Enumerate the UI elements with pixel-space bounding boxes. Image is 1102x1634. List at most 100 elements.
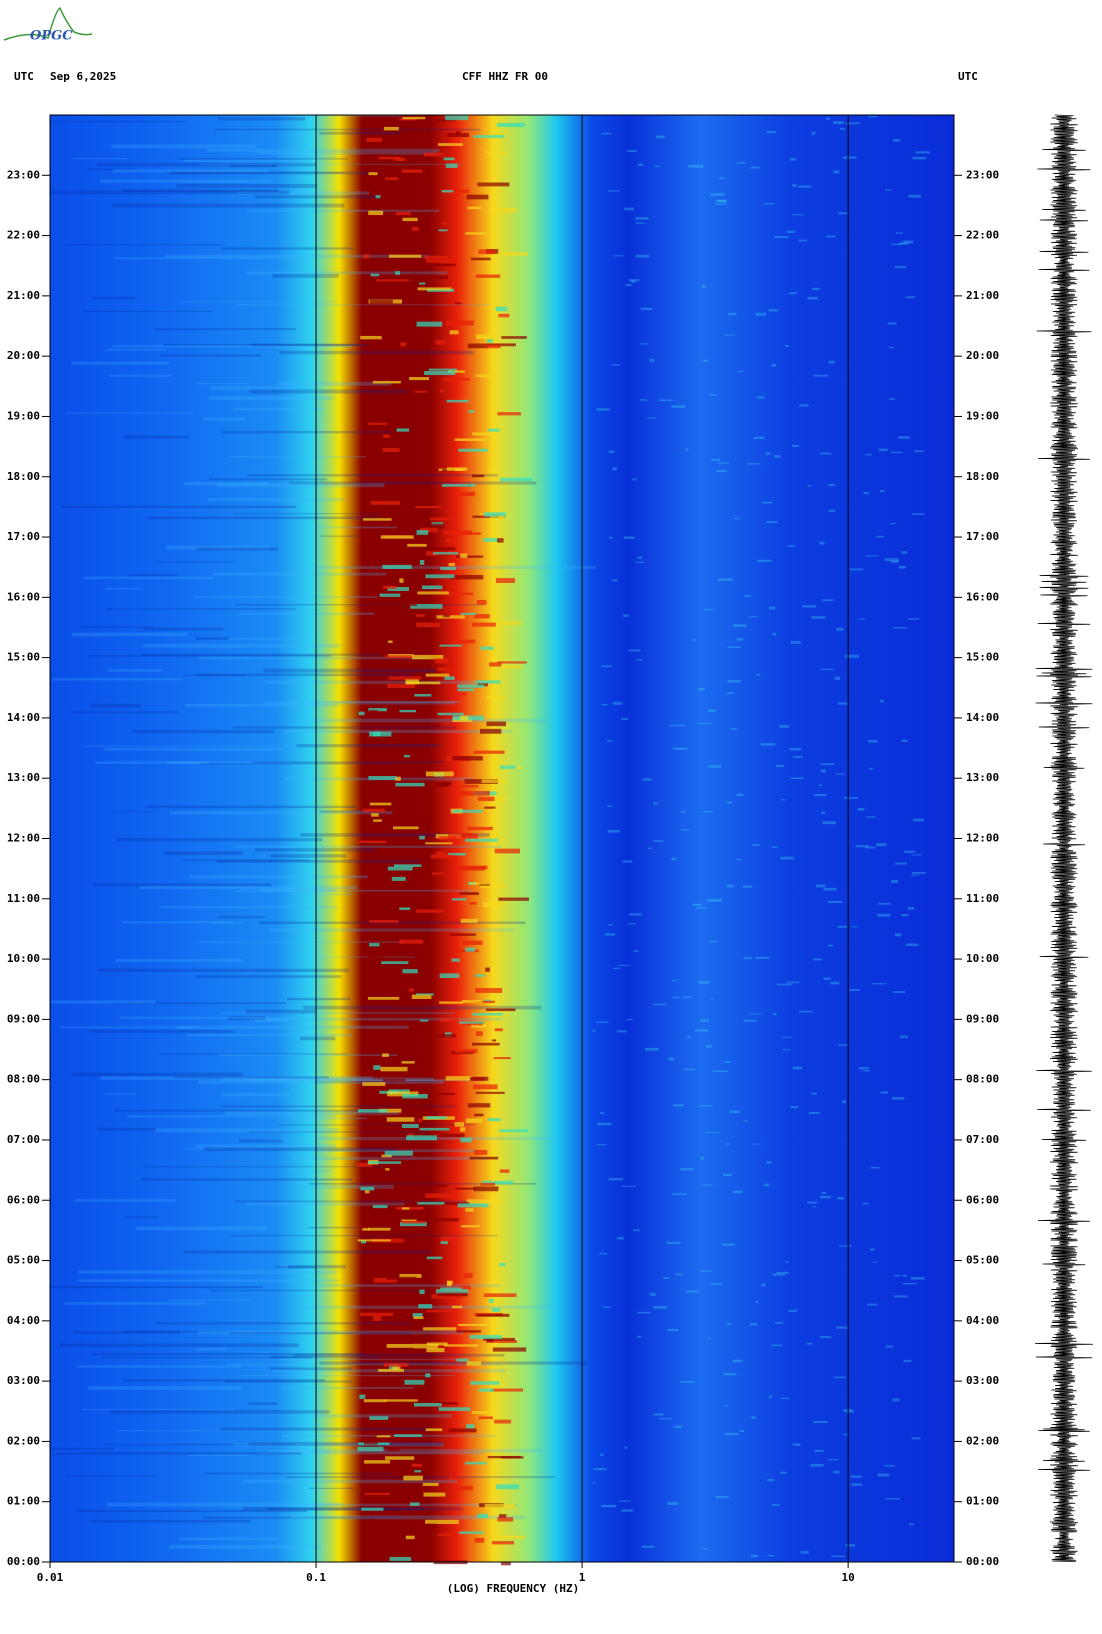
y-tick-label: 16:00: [7, 590, 40, 603]
striation: [656, 135, 665, 139]
striation: [438, 1092, 455, 1095]
striation: [492, 1049, 501, 1053]
striation: [707, 899, 722, 902]
striation: [222, 1105, 457, 1108]
striation: [425, 1428, 443, 1432]
striation: [498, 313, 510, 318]
striation: [769, 606, 776, 610]
striation: [429, 1401, 458, 1405]
striation: [91, 703, 142, 708]
striation: [477, 796, 495, 802]
striation: [386, 1343, 414, 1348]
y-tick-label: 06:00: [966, 1193, 999, 1206]
striation: [880, 699, 884, 703]
striation: [905, 943, 919, 947]
striation: [155, 1128, 339, 1133]
striation: [901, 739, 908, 743]
striation: [241, 1479, 457, 1484]
striation: [370, 201, 385, 206]
striation: [123, 435, 190, 439]
striation: [433, 552, 459, 555]
striation: [494, 1419, 512, 1424]
striation: [441, 190, 454, 193]
striation: [233, 1442, 444, 1447]
striation: [710, 394, 717, 396]
striation: [71, 711, 178, 714]
striation: [218, 916, 265, 919]
striation: [416, 909, 444, 913]
striation: [601, 665, 612, 668]
striation: [779, 725, 789, 728]
striation: [378, 1108, 402, 1113]
striation: [289, 1448, 543, 1453]
striation: [394, 864, 422, 867]
striation: [653, 802, 658, 805]
striation: [177, 158, 348, 160]
striation: [235, 604, 485, 606]
striation: [115, 959, 245, 962]
striation: [649, 1292, 656, 1296]
striation: [750, 1323, 758, 1326]
striation: [890, 880, 899, 883]
striation: [154, 328, 297, 331]
striation: [417, 1118, 423, 1122]
striation: [728, 312, 737, 316]
striation: [363, 254, 370, 259]
striation: [642, 778, 652, 781]
striation: [780, 799, 786, 801]
striation: [436, 1289, 469, 1294]
striation: [640, 307, 653, 311]
striation: [737, 370, 744, 373]
striation: [382, 515, 407, 520]
striation: [470, 1076, 489, 1081]
striation: [71, 632, 188, 637]
striation: [467, 206, 482, 210]
striation: [890, 560, 899, 563]
striation: [96, 163, 316, 167]
striation: [485, 151, 510, 154]
striation: [385, 1399, 418, 1402]
striation: [77, 1509, 307, 1513]
striation: [382, 585, 397, 589]
striation: [814, 794, 827, 797]
striation: [459, 892, 480, 896]
striation: [460, 612, 477, 615]
striation: [184, 703, 339, 707]
striation: [469, 882, 500, 885]
striation: [290, 893, 353, 896]
striation: [486, 1340, 517, 1344]
striation: [438, 143, 463, 146]
striation: [725, 1143, 731, 1145]
striation: [71, 361, 170, 365]
y-tick-label: 17:00: [966, 530, 999, 543]
striation: [400, 342, 407, 347]
y-tick-label: 13:00: [966, 771, 999, 784]
striation: [169, 811, 393, 815]
striation: [383, 1362, 409, 1367]
striation: [368, 172, 378, 176]
striation: [884, 558, 899, 562]
striation: [457, 1203, 489, 1208]
striation: [658, 399, 673, 401]
striation: [236, 845, 502, 848]
striation: [807, 296, 818, 300]
striation: [154, 1322, 412, 1325]
striation: [915, 151, 930, 154]
striation: [239, 1139, 283, 1143]
striation: [418, 282, 426, 285]
striation: [894, 1274, 901, 1277]
striation: [404, 1379, 425, 1385]
striation: [260, 888, 337, 892]
striation: [444, 1344, 478, 1347]
striation: [165, 254, 430, 258]
striation: [388, 676, 422, 680]
striation: [88, 1386, 242, 1390]
striation: [369, 299, 393, 304]
striation: [173, 1076, 329, 1079]
striation: [484, 1503, 516, 1509]
striation: [800, 1551, 809, 1554]
striation: [724, 1432, 739, 1436]
striation: [362, 808, 385, 812]
striation: [460, 1137, 472, 1143]
striation: [640, 399, 647, 401]
